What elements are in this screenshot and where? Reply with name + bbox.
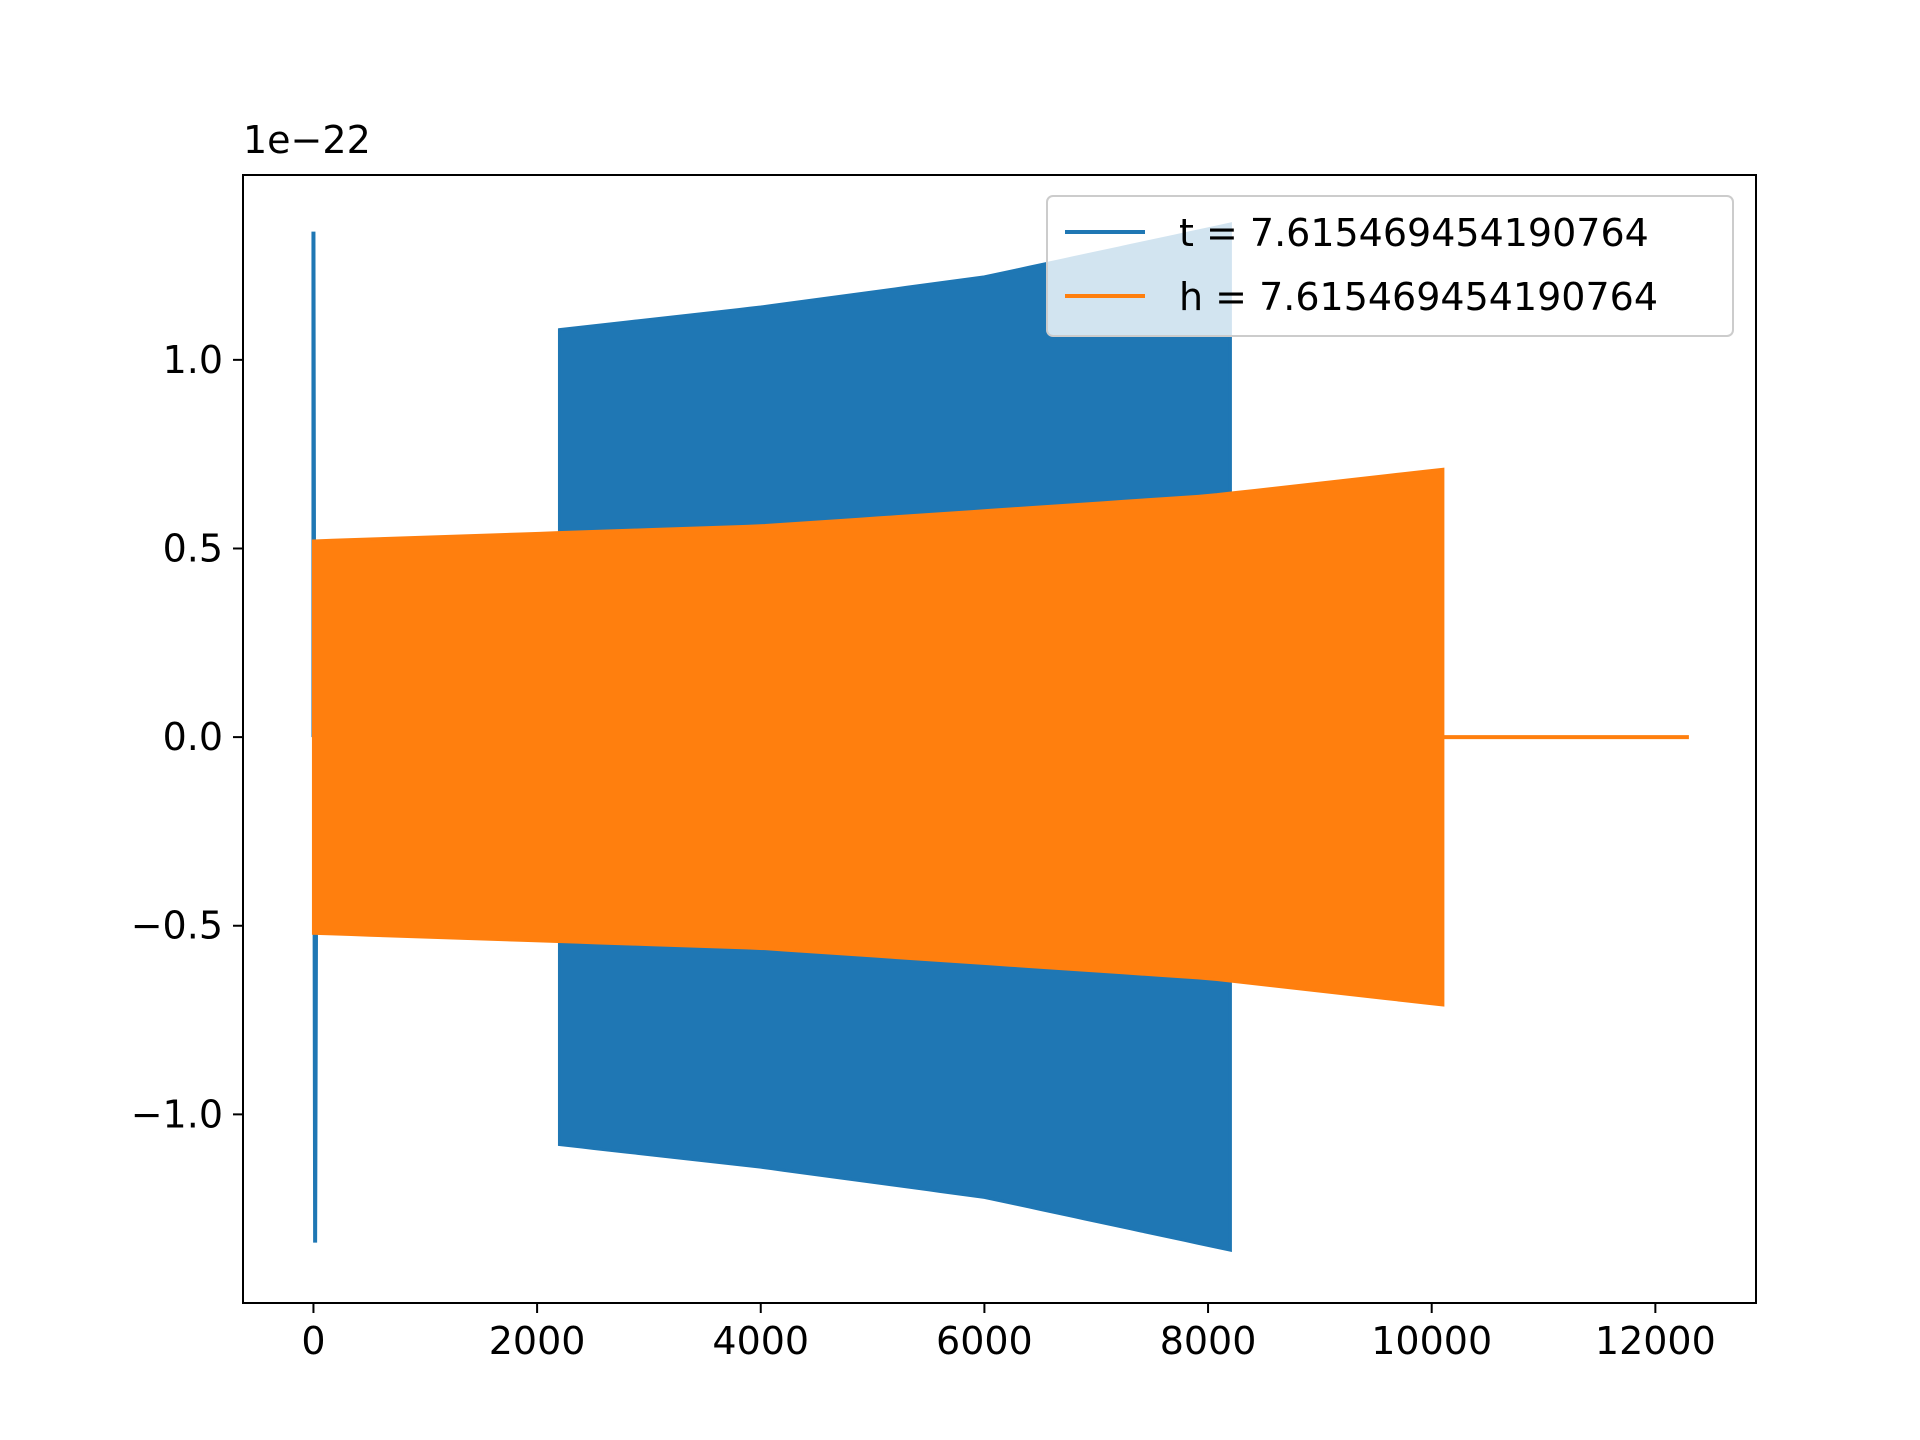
x-tick-label-0: 0 xyxy=(301,1319,325,1363)
y-offset-label: 1e−22 xyxy=(243,118,371,162)
legend-box xyxy=(1046,195,1734,337)
legend-label-1: h = 7.615469454190764 xyxy=(1179,275,1658,319)
axes-frame xyxy=(242,174,1757,1304)
x-tick-label-2: 4000 xyxy=(712,1319,809,1363)
y-tick-label-2: 0.0 xyxy=(163,715,223,759)
x-tick-label-5: 10000 xyxy=(1371,1319,1492,1363)
legend[interactable]: t = 7.615469454190764 h = 7.6154694541907… xyxy=(1046,195,1734,337)
x-tick-label-1: 2000 xyxy=(489,1319,586,1363)
y-tick-label-0: −1.0 xyxy=(131,1092,223,1136)
legend-item-0[interactable]: t = 7.615469454190764 xyxy=(1065,211,1649,255)
y-tick-label-4: 1.0 xyxy=(163,338,223,382)
y-tick-label-3: 0.5 xyxy=(163,526,223,570)
series-1 xyxy=(311,467,1689,1007)
x-axis: 0 2000 4000 6000 8000 10000 12000 xyxy=(301,1303,1716,1363)
legend-label-0: t = 7.615469454190764 xyxy=(1179,211,1649,255)
series-layer xyxy=(311,222,1689,1253)
y-tick-label-1: −0.5 xyxy=(131,904,223,948)
legend-item-1[interactable]: h = 7.615469454190764 xyxy=(1065,275,1658,319)
x-tick-label-3: 6000 xyxy=(936,1319,1033,1363)
y-axis: −1.0 −0.5 0.0 0.5 1.0 xyxy=(131,338,243,1136)
x-tick-label-6: 12000 xyxy=(1595,1319,1716,1363)
x-tick-label-4: 8000 xyxy=(1160,1319,1257,1363)
series-1-oscillation xyxy=(311,467,1445,1007)
